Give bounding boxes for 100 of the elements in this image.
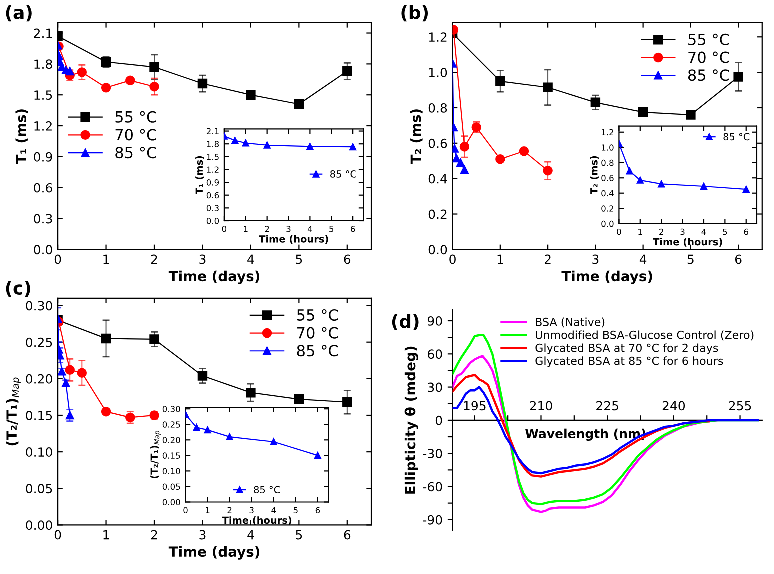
y-axis-title: (T₂/T₁)$_{Map}$: [6, 378, 22, 446]
legend-label: Glycated BSA at 85 °C for 6 hours: [536, 356, 724, 368]
y-axis-title: T₂ (ms): [410, 110, 423, 164]
x-tick-label: 6: [350, 226, 356, 232]
x-tick-label: 210: [530, 401, 552, 411]
legend-label: 85 °C: [688, 70, 730, 82]
x-tick-label: 3: [680, 228, 685, 236]
legend-label: 85 °C: [330, 170, 356, 178]
legend-label: 70 °C: [116, 129, 156, 141]
legend-label: 55 °C: [297, 309, 338, 321]
y-tick-label: -60: [423, 482, 442, 492]
x-tick-label: 3: [592, 254, 599, 264]
y-axis-title: (T₂/T₁)$_{Map}$: [150, 431, 161, 479]
y-axis-title: T₁ (ms): [16, 110, 28, 164]
x-axis-title: Time (hours): [259, 235, 328, 244]
x-tick-label: 5: [723, 228, 728, 236]
y-tick-label: -30: [423, 449, 442, 459]
legend-label: Glycated BSA at 70 °C for 2 days: [536, 344, 718, 354]
y-tick-label: 0.3: [206, 205, 219, 212]
y-tick-label: 0.0: [602, 220, 614, 228]
x-axis-title: Time (days): [168, 270, 260, 284]
y-tick-label: 0.0: [206, 218, 220, 224]
x-tick-label: 2: [544, 254, 551, 264]
x-tick-label: 5: [296, 254, 302, 264]
x-tick-label: 3: [286, 226, 291, 232]
x-tick-label: 2: [151, 254, 158, 264]
x-tick-label: 225: [596, 401, 618, 411]
y-tick-label: 1.5: [34, 90, 52, 100]
x-tick-label: 1: [104, 530, 110, 540]
y-tick-label: 0.00: [162, 499, 180, 506]
y-tick-label: 90: [428, 316, 442, 326]
y-tick-label: 0.4: [602, 190, 614, 197]
y-tick-label: 0.6: [428, 138, 448, 148]
x-tick-label: 5: [296, 530, 302, 540]
x-tick-label: 6: [316, 507, 320, 514]
y-axis-title: T₂ (ms): [590, 156, 599, 195]
x-tick-label: 1: [498, 254, 504, 264]
legend-label: 85 °C: [724, 133, 750, 141]
y-tick-label: 30: [428, 382, 442, 392]
y-tick-label: 1.5: [207, 154, 219, 160]
legend-label: 85 °C: [116, 147, 156, 159]
x-tick-label: 3: [200, 254, 206, 264]
y-tick-label: 2.1: [34, 28, 52, 38]
x-tick-label: 255: [729, 401, 752, 411]
chart-title: (d): [392, 314, 419, 330]
y-tick-label: 0.3: [34, 214, 52, 224]
y-tick-label: 0.2: [428, 210, 447, 220]
x-tick-label: 2: [228, 507, 232, 514]
y-axis-title: T₁ (ms): [196, 156, 204, 195]
x-tick-label: 4: [640, 254, 647, 264]
x-tick-label: 240: [662, 401, 686, 411]
y-tick-label: 1.8: [207, 141, 220, 148]
x-axis-title: Time (hours): [653, 238, 722, 247]
x-tick-label: 6: [344, 530, 351, 540]
y-tick-label: 1.8: [34, 60, 52, 70]
legend-label: 85 °C: [254, 486, 280, 494]
y-tick-label: 0.4: [428, 174, 448, 184]
y-tick-label: 0.25: [26, 338, 52, 348]
y-tick-label: 0.8: [428, 103, 448, 113]
y-tick-label: 1.2: [207, 166, 219, 173]
y-tick-label: 0.20: [26, 374, 52, 384]
legend-label: 70 °C: [688, 52, 730, 64]
y-tick-label: 0.0: [428, 245, 448, 255]
chart-title: (c): [6, 281, 30, 298]
x-axis-title: Time (hours): [222, 516, 292, 526]
y-tick-label: 60: [428, 350, 442, 360]
y-tick-label: 0.6: [602, 175, 614, 182]
x-tick-label: 0: [617, 228, 622, 236]
chart-title: (a): [6, 6, 32, 22]
legend-label: Unmodified BSA-Glucose Control (Zero): [536, 330, 754, 341]
y-tick-label: 1.2: [34, 121, 52, 131]
y-tick-label: 0.10: [26, 448, 52, 457]
y-tick-label: 1.2: [602, 129, 614, 136]
y-tick-label: 0: [436, 416, 442, 426]
x-tick-label: 2: [265, 226, 270, 232]
x-tick-label: 4: [308, 226, 312, 232]
x-tick-label: 0: [450, 254, 456, 264]
x-axis-title: Time (days): [562, 270, 652, 284]
x-tick-label: 5: [330, 226, 334, 232]
y-tick-label: 0.20: [162, 437, 180, 444]
y-tick-label: 0.9: [206, 180, 220, 186]
x-tick-label: 0: [222, 226, 227, 232]
y-tick-label: 0.8: [602, 160, 614, 166]
y-axis-title: Ellipticity θ (mdeg): [404, 346, 418, 494]
y-tick-label: 0.05: [162, 484, 180, 490]
x-tick-label: 6: [344, 254, 351, 264]
x-tick-label: 0: [184, 507, 188, 514]
y-tick-label: 0.05: [26, 484, 52, 494]
y-tick-label: 0.6: [34, 183, 52, 193]
x-tick-label: 0: [54, 530, 62, 540]
x-axis-title: Time (days): [168, 546, 260, 560]
x-tick-label: 6: [744, 228, 748, 236]
y-tick-label: 0.15: [26, 410, 52, 420]
y-tick-label: 0.30: [26, 301, 52, 311]
x-tick-label: 3: [200, 530, 206, 540]
x-tick-label: 1: [244, 226, 248, 232]
y-tick-label: 0.00: [26, 520, 52, 530]
legend-label: 85 °C: [297, 345, 338, 357]
x-tick-label: 5: [294, 507, 298, 514]
x-tick-label: 2: [660, 228, 664, 236]
